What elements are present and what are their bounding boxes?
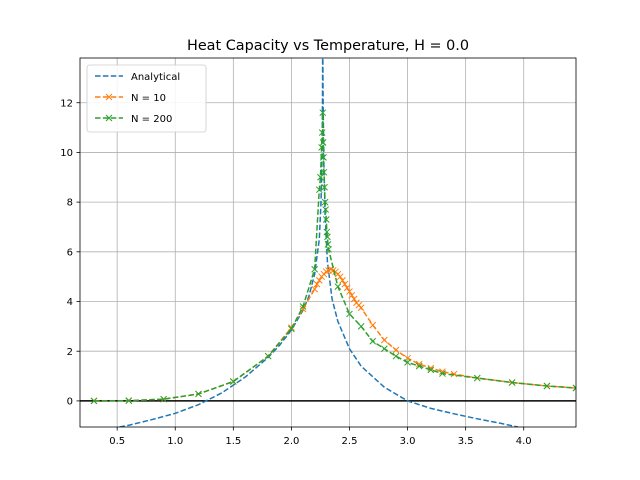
data-point-marker	[319, 139, 327, 146]
data-point-marker	[325, 245, 332, 253]
data-point-marker	[125, 397, 133, 405]
chart-title: Heat Capacity vs Temperature, H = 0.0	[187, 38, 469, 54]
data-point-marker	[318, 129, 326, 136]
series-line	[119, 58, 519, 427]
legend-marker	[105, 114, 113, 122]
data-point-marker	[427, 366, 435, 374]
data-point-marker	[572, 384, 576, 392]
x-tick-label: 3.5	[458, 436, 474, 447]
data-point-marker	[357, 323, 365, 330]
x-tick-label: 0.5	[109, 436, 125, 447]
y-tick-label: 4	[67, 297, 73, 308]
y-tick-label: 6	[67, 247, 73, 258]
data-point-marker	[508, 379, 516, 386]
data-point-marker	[322, 206, 330, 213]
data-point-marker	[380, 345, 388, 353]
data-point-marker	[404, 359, 411, 366]
data-point-marker	[415, 362, 423, 370]
y-tick-label: 8	[67, 198, 73, 209]
legend: Analytical N = 10 N = 200	[86, 64, 207, 133]
data-point-marker	[348, 291, 356, 299]
plot-frame	[79, 57, 577, 428]
data-point-marker	[473, 374, 481, 382]
legend-box	[86, 64, 207, 133]
data-point-marker	[369, 321, 377, 329]
legend-marker	[105, 93, 113, 101]
data-point-marker	[160, 395, 167, 403]
data-point-marker	[346, 310, 353, 318]
x-tick-label: 1.5	[225, 436, 241, 447]
legend-label: N = 10	[131, 93, 166, 104]
series-group	[90, 58, 576, 427]
legend-label: Analytical	[131, 72, 180, 83]
y-tick-label: 12	[60, 98, 73, 109]
data-point-marker	[321, 183, 328, 191]
data-point-marker	[299, 303, 307, 310]
x-tick-label: 4.0	[516, 436, 532, 447]
data-point-marker	[320, 168, 328, 176]
data-point-marker	[357, 304, 365, 312]
data-point-marker	[336, 273, 344, 281]
data-point-marker	[543, 382, 551, 390]
series-2	[90, 109, 576, 405]
data-point-marker	[195, 390, 202, 398]
data-point-marker	[341, 280, 349, 288]
data-point-marker	[320, 154, 327, 161]
data-point-marker	[318, 144, 325, 151]
data-point-marker	[319, 109, 327, 117]
legend-label: N = 200	[131, 114, 172, 125]
data-point-marker	[427, 364, 435, 372]
data-point-marker	[439, 370, 446, 377]
data-point-marker	[321, 198, 329, 206]
data-point-marker	[311, 285, 318, 293]
data-point-marker	[315, 277, 323, 284]
data-point-marker	[322, 216, 330, 223]
data-point-marker	[346, 288, 353, 295]
data-point-marker	[313, 280, 321, 288]
data-point-marker	[339, 277, 346, 284]
data-point-marker	[324, 233, 331, 241]
data-point-marker	[315, 186, 323, 194]
data-point-marker	[229, 378, 237, 385]
x-tick-label: 1.0	[167, 436, 183, 447]
data-point-marker	[343, 284, 351, 292]
data-point-marker	[288, 325, 295, 333]
data-point-marker	[317, 173, 324, 181]
data-point-marker	[392, 346, 400, 354]
data-point-marker	[369, 337, 377, 345]
data-point-marker	[311, 265, 318, 273]
x-tick-label: 2.5	[342, 436, 358, 447]
data-point-marker	[392, 352, 400, 360]
x-tick-label: 2.0	[283, 436, 299, 447]
y-tick-label: 2	[67, 347, 73, 358]
data-point-marker	[350, 295, 358, 303]
series-0	[119, 58, 519, 427]
y-tick-label: 10	[60, 148, 73, 159]
data-point-marker	[450, 370, 458, 378]
y-tick-label: 0	[67, 397, 73, 408]
x-tick-label: 3.0	[400, 436, 416, 447]
data-point-marker	[90, 397, 98, 405]
data-point-marker	[334, 283, 342, 290]
data-point-marker	[264, 352, 272, 360]
axis-ticks: 0.5 1.0 1.5 2.0 2.5 3.0 3.5 4.0 0 2 4 6 8 10 12	[60, 98, 531, 447]
data-point-marker	[380, 336, 388, 344]
